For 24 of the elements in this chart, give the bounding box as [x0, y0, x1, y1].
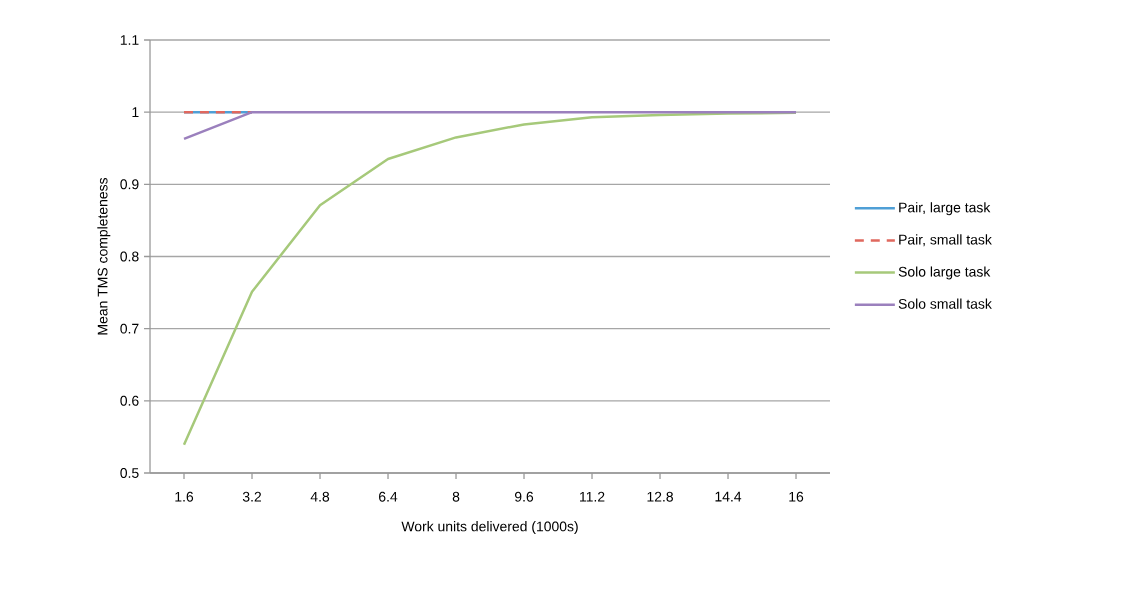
legend-label: Solo large task	[898, 266, 991, 280]
y-tick-label: 0.5	[120, 468, 139, 478]
x-tick-label: 1.6	[175, 491, 194, 502]
x-tick-label: 6.4	[379, 491, 398, 502]
y-tick-label: 1.1	[120, 35, 139, 45]
y-tick-label: 0.6	[120, 395, 139, 406]
x-tick-label: 4.8	[310, 491, 330, 502]
x-tick-label: 16	[789, 491, 804, 502]
x-tick-label: 12.8	[647, 491, 673, 502]
y-tick-label: 0.7	[120, 323, 139, 334]
x-tick-label: 3.2	[242, 491, 262, 502]
x-tick-label: 11.2	[580, 491, 605, 502]
x-tick-label: 14.4	[715, 491, 742, 502]
legend-label: Pair, large task	[899, 202, 991, 216]
y-tick-label: 0.9	[120, 179, 139, 190]
x-tick-label: 9.6	[514, 491, 534, 502]
legend-label: Solo small task	[898, 298, 992, 309]
x-tick-label: 8	[452, 491, 460, 502]
y-tick-label: 1	[132, 107, 139, 117]
line-series	[182, 111, 798, 447]
legend-label: Pair, small task	[899, 234, 992, 247]
y-tick-label: 0.8	[120, 251, 139, 262]
x-axis-title: Work units delivered (1000s)	[401, 521, 578, 535]
y-axis-title: Mean TMS completeness	[97, 177, 111, 335]
